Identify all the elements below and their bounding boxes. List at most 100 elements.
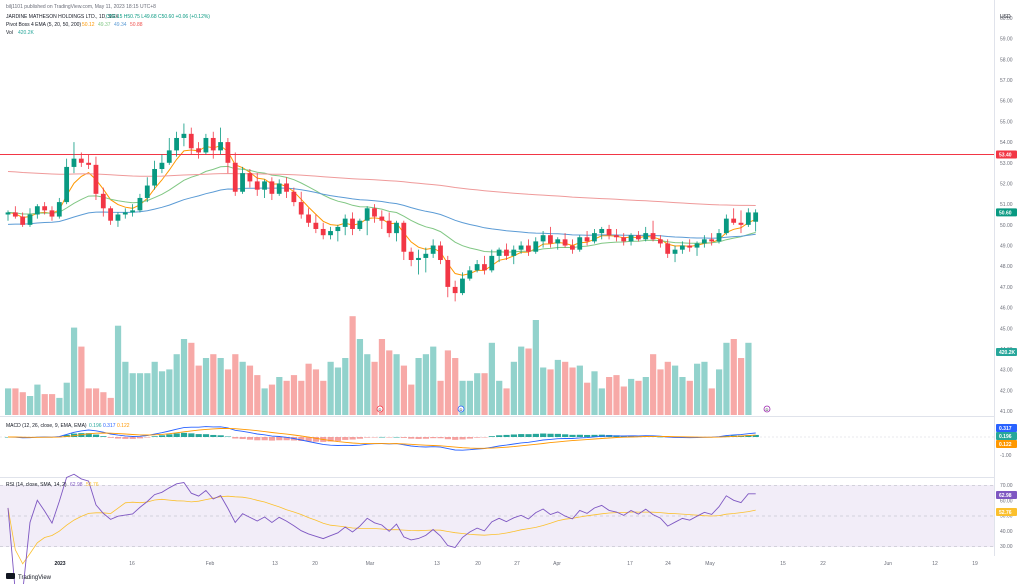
time-tick-label: 16	[129, 561, 135, 567]
price-tick-label: 56.00	[1000, 99, 1013, 105]
candle-body	[188, 133, 194, 149]
macd-histogram-bar	[342, 437, 349, 440]
macd-legend: MACD (12, 26, close, 9, EMA, EMA)	[6, 423, 87, 429]
candle-body	[731, 218, 737, 223]
candle-body	[42, 206, 48, 211]
rsi-tick-label: 50.00	[1000, 514, 1013, 520]
candle-body	[78, 158, 84, 163]
candle-body	[144, 185, 150, 198]
rsi-legend-value: 62.98	[70, 482, 83, 488]
ema5-value: 50.12	[82, 22, 95, 28]
price-tick-label: 60.00	[1000, 16, 1013, 22]
price-tick-label: 55.00	[1000, 119, 1013, 125]
indicator-line: Pivot Boss 4 EMA (5, 20, 50, 200)	[6, 22, 81, 28]
candle-body	[489, 255, 495, 271]
candle-body	[504, 249, 509, 256]
candle-body	[196, 148, 201, 153]
macd-signal-tag: 0.122	[999, 442, 1012, 448]
candle-body	[709, 239, 715, 242]
time-tick-label: 15	[780, 561, 786, 567]
candle-body	[34, 206, 40, 215]
macd-histogram-bar	[576, 434, 583, 437]
candle-body	[49, 210, 55, 217]
candle-body	[276, 183, 282, 194]
publisher-text: bilj1101 published on TradingView.com, M…	[6, 4, 156, 10]
macd-histogram-bar	[459, 437, 466, 440]
event-marker	[457, 405, 465, 413]
volume-bar	[488, 342, 495, 415]
macd-histogram-bar	[158, 435, 166, 437]
rsi-sma-line	[7, 495, 756, 565]
volume-bar	[679, 377, 686, 415]
candle-body	[364, 208, 370, 221]
candle-body	[613, 235, 619, 238]
volume-bar	[19, 392, 26, 415]
time-tick-label: May	[705, 561, 715, 567]
volume-bar	[606, 377, 613, 415]
volume-bar	[70, 327, 78, 415]
time-tick-label: Mar	[366, 561, 375, 567]
volume-bar	[166, 369, 173, 415]
candle-body	[570, 245, 575, 250]
macd-histogram-bar	[525, 434, 532, 437]
symbol-line: JARDINE MATHESON HOLDINGS LTD., 1D, SGX	[6, 14, 119, 20]
volume-bar	[540, 367, 547, 415]
volume-bar	[723, 342, 730, 415]
price-tick-label: 49.00	[1000, 244, 1013, 250]
macd-histogram-bar	[173, 433, 180, 437]
volume-bar	[562, 361, 569, 415]
volume-bar	[107, 397, 114, 415]
candle-body	[533, 241, 539, 252]
macd-histogram-bar	[166, 434, 173, 437]
macd-histogram-bar	[488, 436, 495, 437]
macd-histogram-bar	[232, 437, 239, 439]
candle-body	[350, 218, 355, 229]
candle-body	[584, 237, 590, 242]
candle-body	[93, 164, 99, 194]
vol-label: Vol	[6, 30, 13, 36]
volume-bar	[716, 369, 723, 415]
volume-bar	[613, 375, 620, 415]
volume-bar	[650, 354, 657, 415]
macd-histogram-bar	[400, 437, 408, 438]
price-tag-last: 50.60	[999, 210, 1012, 216]
macd-histogram-bar	[334, 437, 342, 441]
volume-bar	[349, 316, 356, 415]
macd-histogram-bar	[298, 437, 305, 441]
volume-bar	[400, 365, 408, 415]
volume-tag: 420.2K	[999, 350, 1016, 356]
volume-bar	[144, 373, 151, 415]
candle-body	[64, 166, 70, 203]
volume-bar	[114, 325, 122, 415]
macd-histogram-bar	[393, 436, 400, 438]
volume-bar	[85, 388, 92, 415]
event-marker-label: D	[379, 407, 382, 412]
volume-bar	[466, 380, 473, 415]
price-tick-label: 51.00	[1000, 202, 1013, 208]
macd-histogram-bar	[188, 433, 195, 437]
volume-bar	[576, 365, 583, 415]
macd-histogram-bar	[122, 437, 129, 439]
candle-body	[679, 245, 685, 250]
candle-body	[159, 162, 165, 169]
volume-bar	[129, 373, 136, 415]
price-tag-last-bg	[996, 208, 1017, 217]
macd-hist-tag: 0.196	[999, 434, 1012, 440]
candle-body	[694, 243, 700, 248]
candle-body	[452, 286, 458, 294]
volume-bar	[686, 380, 693, 415]
time-tick-label: 13	[272, 561, 278, 567]
price-tag-level-bg	[996, 150, 1017, 159]
tradingview-logo-icon	[6, 573, 15, 579]
candle-body	[115, 214, 121, 221]
macd-histogram-bar	[437, 437, 444, 439]
volume-bar	[620, 386, 627, 415]
candle-body	[284, 183, 289, 192]
ema50-value: 49.34	[114, 22, 127, 28]
macd-histogram-bar	[217, 435, 224, 437]
time-tick-label: 20	[312, 561, 318, 567]
macd-legend-macd: 0.317	[103, 423, 116, 429]
volume-bar	[745, 342, 752, 415]
macd-histogram-bar	[752, 434, 759, 437]
candle-body	[335, 226, 341, 232]
